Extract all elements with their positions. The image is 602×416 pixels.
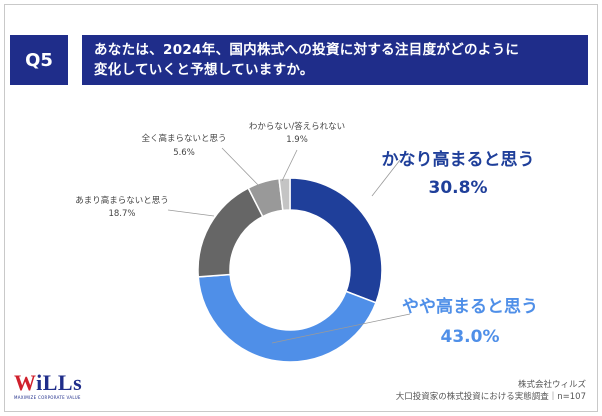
footer-survey: 大口投資家の株式投資における実態調査｜n=107: [395, 392, 586, 402]
leader-line-4: [281, 149, 298, 182]
slice-label-4: わからない/答えられない: [249, 121, 345, 132]
slice-value-2: 18.7%: [108, 209, 135, 219]
donut-slice-1: [197, 273, 377, 363]
leader-lines: [167, 147, 411, 344]
logo-rest: iLLs: [36, 370, 83, 395]
slice-label-2: あまり高まらないと思う: [75, 195, 169, 206]
question-number-badge: Q5: [10, 35, 68, 85]
slice-value-3: 5.6%: [173, 148, 195, 158]
leader-line-3: [221, 147, 264, 191]
donut-slice-4: [278, 177, 291, 212]
slice-labels: かなり高まると思う 30.8% やや高まると思う 43.0% あまり高まらないと思う 18…: [75, 121, 538, 347]
logo-tagline: MAXIMIZE CORPORATE VALUE: [14, 395, 81, 400]
donut-slice-0: [289, 177, 383, 304]
slice-label-0: かなり高まると思う: [382, 149, 535, 170]
slice-value-0: 30.8%: [429, 178, 488, 198]
footer-company: 株式会社ウィルズ: [517, 380, 586, 390]
donut-slices: [197, 177, 383, 363]
slice-label-3: 全く高まらないと思う: [141, 133, 226, 144]
logo-wordmark: WiLLs: [14, 372, 94, 394]
wills-logo: WiLLs MAXIMIZE CORPORATE VALUE: [14, 372, 94, 406]
slice-value-4: 1.9%: [286, 135, 308, 145]
leader-line-1: [271, 313, 411, 344]
question-text-line2: 変化していくと予想していますか。: [94, 62, 314, 78]
question-text-bar: あなたは、2024年、国内株式への投資に対する注目度がどのように 変化していくと…: [82, 35, 588, 85]
logo-w: W: [14, 370, 37, 395]
slice-value-1: 43.0%: [441, 327, 500, 347]
donut-slice-2: [197, 187, 264, 278]
question-text-line1: あなたは、2024年、国内株式への投資に対する注目度がどのように: [94, 42, 520, 58]
leader-line-2: [167, 209, 215, 217]
slice-label-1: やや高まると思う: [402, 296, 538, 317]
leader-line-0: [371, 159, 401, 197]
